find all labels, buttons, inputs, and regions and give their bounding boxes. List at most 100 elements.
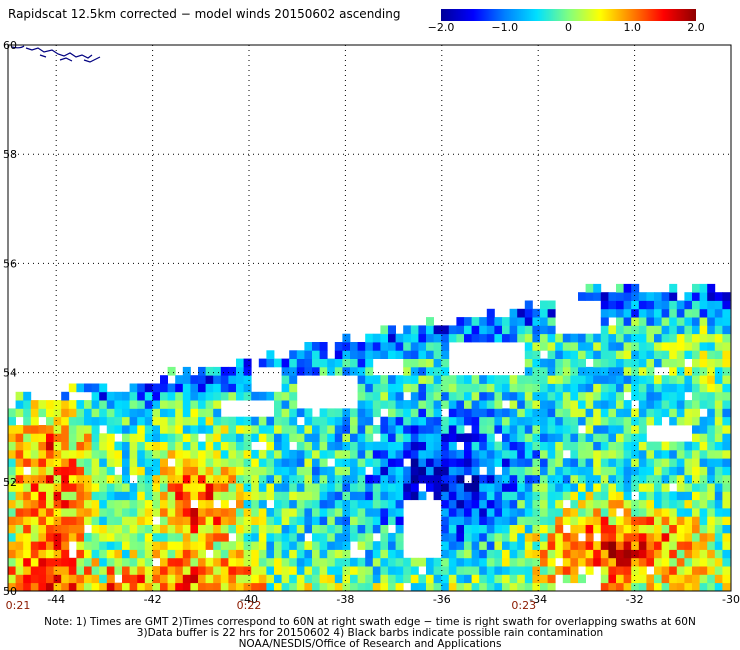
swath-cell <box>281 425 290 434</box>
swath-cell <box>646 458 655 467</box>
swath-cell <box>304 466 313 476</box>
swath-cell <box>433 425 442 434</box>
swath-cell <box>547 416 556 426</box>
swath-cell <box>312 532 320 542</box>
swath-cell <box>8 516 16 525</box>
swath-cell <box>692 308 700 318</box>
swath-cell <box>616 391 624 401</box>
swath-cell <box>53 532 62 542</box>
swath-cell <box>205 400 214 409</box>
swath-cell <box>160 400 168 409</box>
swath-cell <box>228 416 237 426</box>
swath-cell <box>213 416 222 426</box>
swath-cell <box>494 516 503 525</box>
swath-cell <box>486 474 495 484</box>
swath-cell <box>448 508 457 517</box>
swath-cell <box>585 541 594 550</box>
swath-cell <box>448 516 457 525</box>
swath-cell <box>372 400 381 409</box>
swath-cell <box>53 574 62 584</box>
swath-cell <box>152 441 161 451</box>
swath-cell <box>585 400 594 409</box>
swath-cell <box>395 483 404 492</box>
swath-cell <box>547 557 556 567</box>
swath-cell <box>251 549 260 559</box>
swath-cell <box>350 342 358 351</box>
swath-cell <box>448 408 457 418</box>
swath-cell <box>433 325 442 335</box>
swath-cell <box>106 458 115 467</box>
swath-cell <box>570 400 579 409</box>
swath-cell <box>274 499 282 509</box>
swath-cell <box>91 491 100 501</box>
swath-cell <box>334 499 343 509</box>
swath-cell <box>433 383 442 393</box>
swath-cell <box>220 383 229 393</box>
swath-cell <box>684 516 693 525</box>
swath-cell <box>243 416 252 426</box>
swath-cell <box>608 458 617 467</box>
swath-cell <box>608 483 617 492</box>
swath-cell <box>608 333 617 343</box>
swath-cell <box>661 350 670 359</box>
swath-cell <box>350 449 358 459</box>
swath-cell <box>418 491 427 501</box>
swath-cell <box>380 474 389 484</box>
swath-cell <box>152 549 161 559</box>
swath-cell <box>661 375 670 384</box>
swath-cell <box>46 441 54 451</box>
swath-cell <box>198 499 206 509</box>
swath-cell <box>312 541 320 550</box>
swath-cell <box>517 433 526 442</box>
swath-cell <box>555 383 564 393</box>
swath-cell <box>38 566 47 575</box>
swath-cell <box>532 317 541 326</box>
swath-cell <box>137 425 146 434</box>
swath-cell <box>38 557 47 567</box>
swath-cell <box>471 408 480 418</box>
swath-cell <box>281 549 290 559</box>
swath-cell <box>380 433 389 442</box>
swath-cell <box>182 466 191 476</box>
swath-cell <box>236 574 244 584</box>
swath-cell <box>692 333 700 343</box>
swath-cell <box>707 358 716 368</box>
swath-cell <box>714 466 723 476</box>
swath-cell <box>699 325 708 335</box>
swath-cell <box>600 458 609 467</box>
swath-cell <box>684 524 693 534</box>
swath-cell <box>714 499 723 509</box>
swath-cell <box>692 491 700 501</box>
swath-cell <box>266 433 275 442</box>
swath-cell <box>152 466 161 476</box>
swath-cell <box>372 474 381 484</box>
swath-cell <box>106 483 115 492</box>
swath-cell <box>236 499 244 509</box>
swath-cell <box>319 582 328 592</box>
swath-cell <box>410 574 419 584</box>
swath-cell <box>213 383 222 393</box>
swath-cell <box>410 383 419 393</box>
swath-cell <box>448 582 457 592</box>
swath-cell <box>494 582 503 592</box>
swath-cell <box>692 317 700 326</box>
swath-cell <box>403 350 412 359</box>
swath-cell <box>464 483 472 492</box>
swath-cell <box>547 333 556 343</box>
swath-cell <box>182 516 191 525</box>
swath-cell <box>631 557 640 567</box>
swath-cell <box>304 574 313 584</box>
swath-cell <box>53 400 62 409</box>
swath-cell <box>182 408 191 418</box>
swath-cell <box>251 574 260 584</box>
swath-cell <box>289 383 298 393</box>
swath-cell <box>578 458 586 467</box>
swath-cell <box>76 483 85 492</box>
swath-cell <box>122 441 130 451</box>
swath-cell <box>182 433 191 442</box>
swath-cell <box>661 491 670 501</box>
swath-cell <box>661 508 670 517</box>
swath-cell <box>289 524 298 534</box>
swath-cell <box>654 532 662 542</box>
swath-cell <box>661 483 670 492</box>
